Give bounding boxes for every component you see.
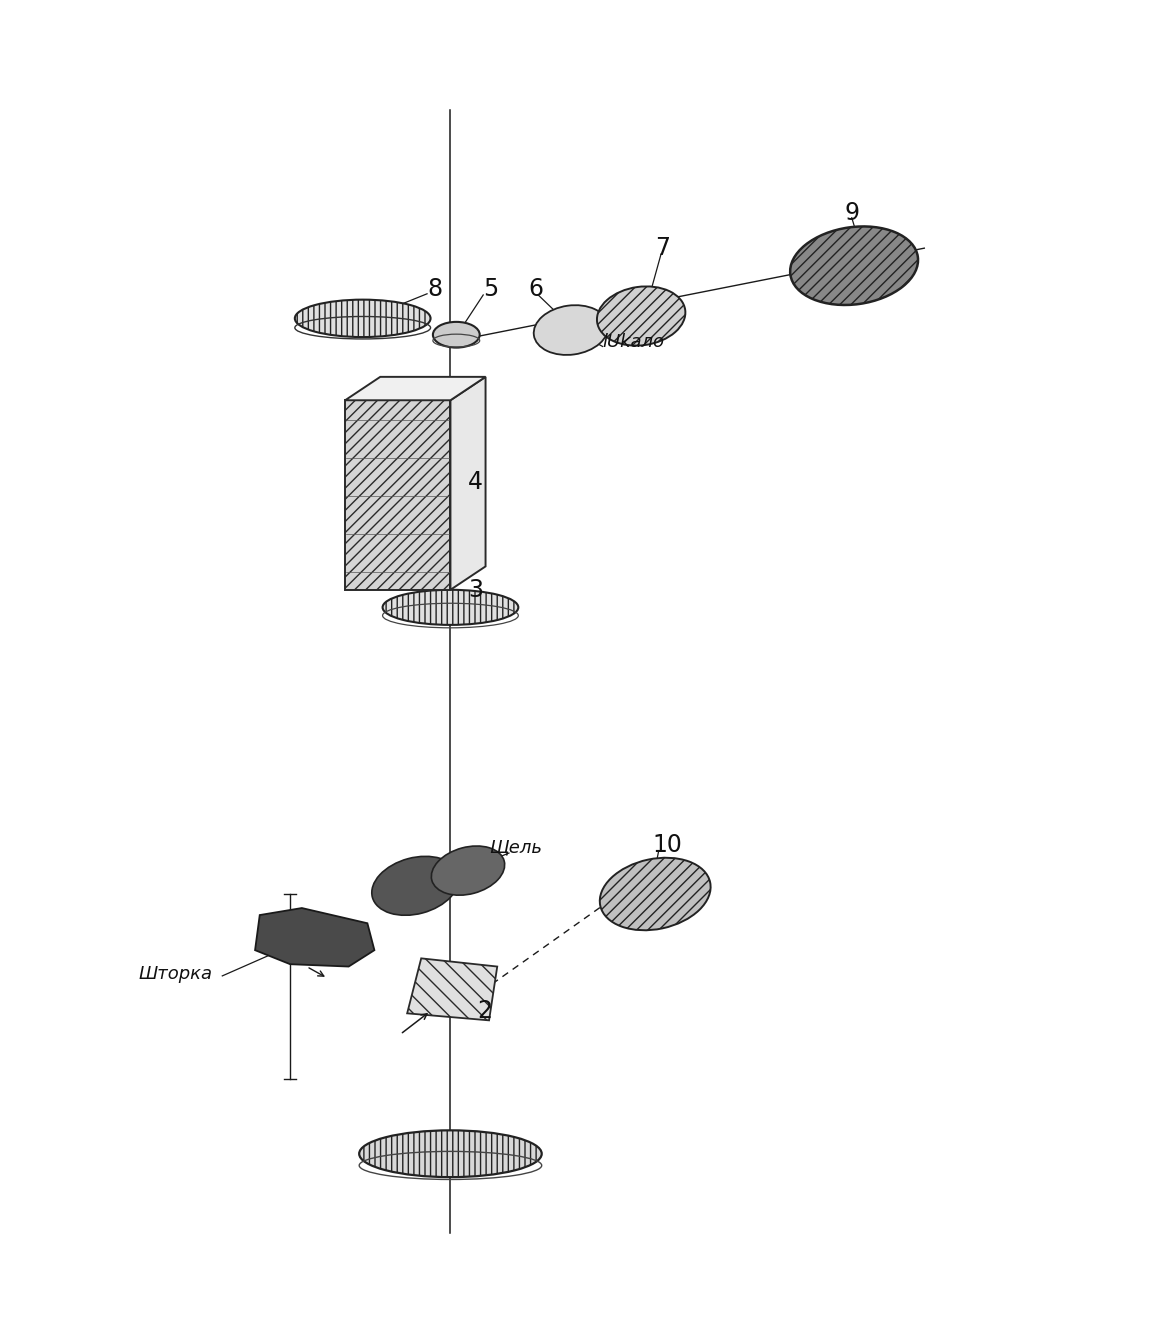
Text: 5: 5	[483, 277, 498, 301]
Polygon shape	[407, 958, 497, 1020]
Text: 9: 9	[845, 201, 860, 224]
Polygon shape	[345, 378, 486, 400]
Text: Шторка: Шторка	[138, 965, 212, 982]
Text: lUkало: lUkало	[603, 333, 665, 351]
Text: 3: 3	[468, 578, 483, 602]
Ellipse shape	[432, 846, 504, 895]
Text: 8: 8	[427, 277, 442, 301]
Polygon shape	[345, 400, 450, 590]
Text: 4: 4	[468, 470, 483, 494]
Polygon shape	[255, 908, 374, 966]
Text: 2: 2	[477, 999, 493, 1023]
Text: 6: 6	[529, 277, 544, 301]
Text: 10: 10	[653, 833, 683, 857]
Text: 7: 7	[655, 236, 670, 260]
Ellipse shape	[372, 857, 459, 915]
Ellipse shape	[600, 858, 710, 931]
Ellipse shape	[433, 322, 480, 347]
Ellipse shape	[597, 286, 686, 346]
Ellipse shape	[359, 1130, 542, 1177]
Polygon shape	[450, 378, 486, 590]
Ellipse shape	[790, 227, 918, 305]
Ellipse shape	[295, 300, 431, 337]
Ellipse shape	[383, 590, 518, 624]
Text: Щель: Щель	[489, 838, 542, 857]
Ellipse shape	[534, 305, 608, 355]
